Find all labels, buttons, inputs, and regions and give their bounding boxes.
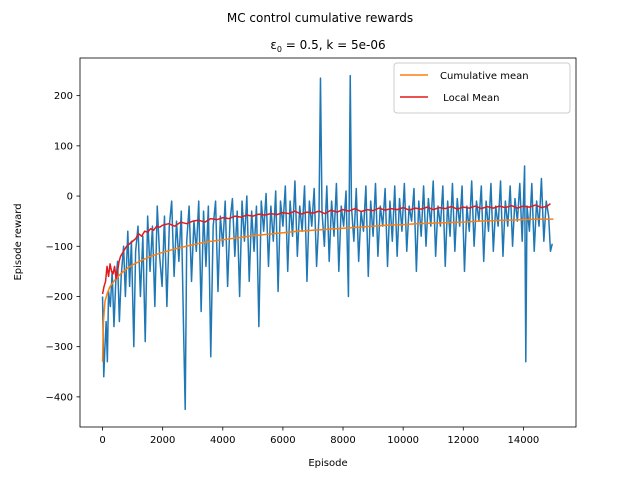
y-tick-label: −200 bbox=[46, 292, 73, 303]
title-symbol: ε bbox=[270, 38, 277, 52]
y-tick-label: 100 bbox=[54, 141, 73, 152]
chart-suptitle: MC control cumulative rewards bbox=[227, 11, 413, 25]
legend-label-local-mean: Local Mean bbox=[440, 93, 500, 104]
title-subscript: 0 bbox=[277, 45, 282, 54]
y-tick-label: 200 bbox=[54, 91, 73, 102]
x-axis: 0 2000 4000 6000 8000 10000 12000 14000 bbox=[99, 427, 539, 446]
x-tick-label: 4000 bbox=[210, 435, 235, 446]
x-tick-label: 12000 bbox=[447, 435, 479, 446]
y-tick-label: −300 bbox=[46, 342, 73, 353]
plot-frame bbox=[79, 57, 577, 428]
chart-title: ε0 = 0.5, k = 5e-06 bbox=[270, 38, 385, 54]
y-tick-label: −400 bbox=[46, 392, 73, 403]
y-axis-label: Episode reward bbox=[13, 203, 24, 280]
x-tick-label: 8000 bbox=[330, 435, 355, 446]
x-tick-label: 2000 bbox=[150, 435, 175, 446]
legend-box bbox=[393, 62, 571, 114]
x-tick-label: 10000 bbox=[387, 435, 419, 446]
legend: Cumulative mean Local Mean bbox=[393, 62, 571, 114]
y-tick-label: −100 bbox=[46, 242, 73, 253]
cumulative-mean-line bbox=[101, 218, 554, 362]
y-tick-label: 0 bbox=[67, 192, 73, 203]
x-tick-label: 0 bbox=[99, 435, 105, 446]
title-rest: = 0.5, k = 5e-06 bbox=[282, 38, 386, 52]
x-tick-label: 14000 bbox=[507, 435, 539, 446]
y-axis: −400 −300 −200 −100 0 100 200 bbox=[46, 91, 80, 403]
episode-reward-line bbox=[101, 74, 553, 411]
series-layer bbox=[101, 74, 554, 411]
local-mean-line bbox=[101, 203, 551, 295]
x-axis-label: Episode bbox=[308, 458, 347, 469]
x-tick-label: 6000 bbox=[270, 435, 295, 446]
legend-label-cumulative-mean: Cumulative mean bbox=[440, 71, 529, 82]
